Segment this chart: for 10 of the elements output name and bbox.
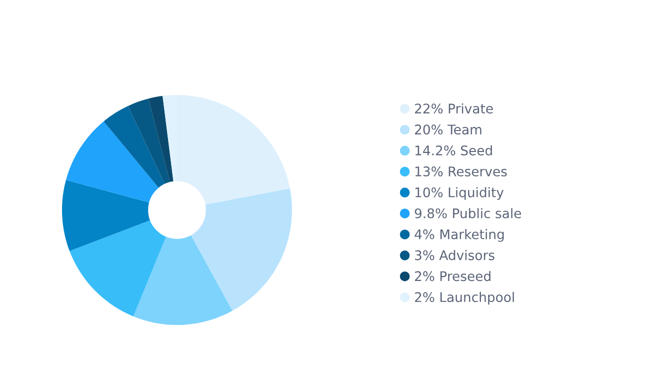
legend-label: 2% Preseed — [414, 270, 490, 282]
legend-label: 3% Advisors — [415, 250, 494, 260]
legend-label: 9.8% Public sale — [414, 208, 522, 218]
legend-label: 22% Private — [414, 103, 493, 114]
legend-label: 14.2% Seed — [415, 145, 492, 156]
legend-label: 20% Team — [414, 124, 482, 134]
legend-label: 10% Liquidity — [415, 187, 504, 200]
legend-label: 13% Reserves — [415, 166, 507, 176]
legend-label: 4% Marketing — [414, 229, 504, 242]
legend-label: 2% Launchpool — [414, 292, 514, 305]
